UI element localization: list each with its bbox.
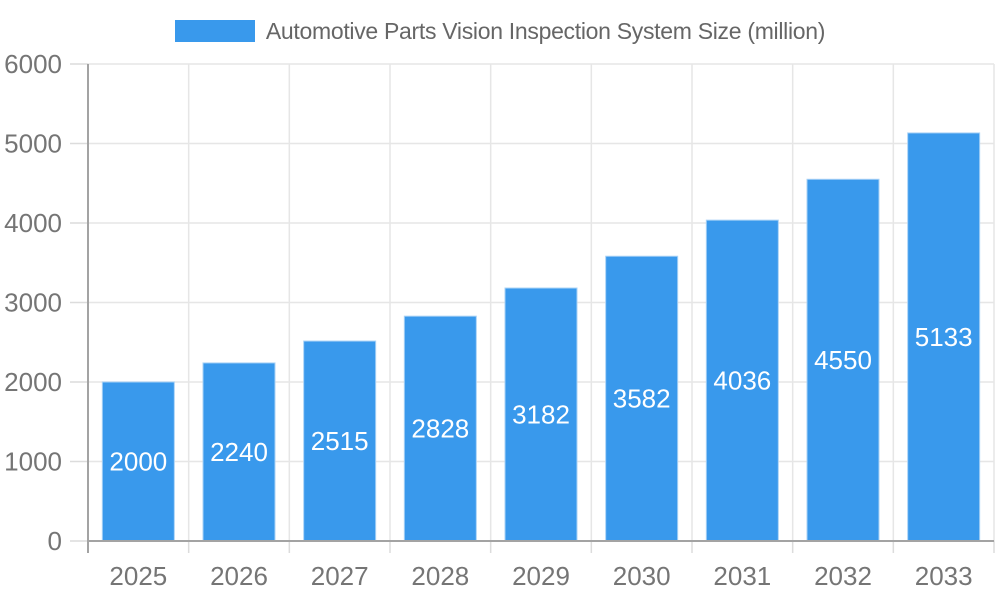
- bar-value-label: 4550: [814, 345, 872, 375]
- bar-value-label: 2000: [109, 447, 167, 477]
- bar-value-label: 3582: [613, 384, 671, 414]
- x-tick-label-2032: 2032: [814, 561, 872, 591]
- bar-value-label: 2828: [411, 414, 469, 444]
- legend-label: Automotive Parts Vision Inspection Syste…: [265, 18, 826, 44]
- y-tick-label: 1000: [4, 447, 62, 477]
- bar-2026[interactable]: [202, 362, 276, 542]
- bar-2032[interactable]: [806, 178, 880, 542]
- x-tick-label-2033: 2033: [915, 561, 973, 591]
- y-tick-label: 2000: [4, 367, 62, 397]
- bar-value-label: 4036: [713, 366, 771, 396]
- bar-2027[interactable]: [303, 340, 377, 542]
- y-tick-label: 6000: [4, 49, 62, 79]
- legend-swatch-icon: [174, 20, 255, 42]
- y-tick-label: 0: [48, 526, 62, 556]
- x-tick-label-2025: 2025: [109, 561, 167, 591]
- bar-2033[interactable]: [907, 132, 981, 542]
- x-tick-label-2028: 2028: [411, 561, 469, 591]
- x-tick-label-2029: 2029: [512, 561, 570, 591]
- legend[interactable]: Automotive Parts Vision Inspection Syste…: [0, 16, 1000, 46]
- bar-2030[interactable]: [605, 255, 679, 542]
- x-tick-label-2031: 2031: [713, 561, 771, 591]
- x-tick-label-2030: 2030: [613, 561, 671, 591]
- y-tick-label: 3000: [4, 288, 62, 318]
- bar-2031[interactable]: [705, 219, 779, 542]
- bar-value-label: 2515: [311, 426, 369, 456]
- x-tick-label-2027: 2027: [311, 561, 369, 591]
- bar-2025[interactable]: [101, 381, 175, 542]
- bar-value-label: 2240: [210, 437, 268, 467]
- bar-value-label: 5133: [915, 322, 973, 352]
- y-tick-label: 5000: [4, 129, 62, 159]
- bar-value-label: 3182: [512, 400, 570, 430]
- bar-2029[interactable]: [504, 287, 578, 542]
- x-tick-label-2026: 2026: [210, 561, 268, 591]
- bar-2028[interactable]: [403, 315, 477, 542]
- y-tick-label: 4000: [4, 208, 62, 238]
